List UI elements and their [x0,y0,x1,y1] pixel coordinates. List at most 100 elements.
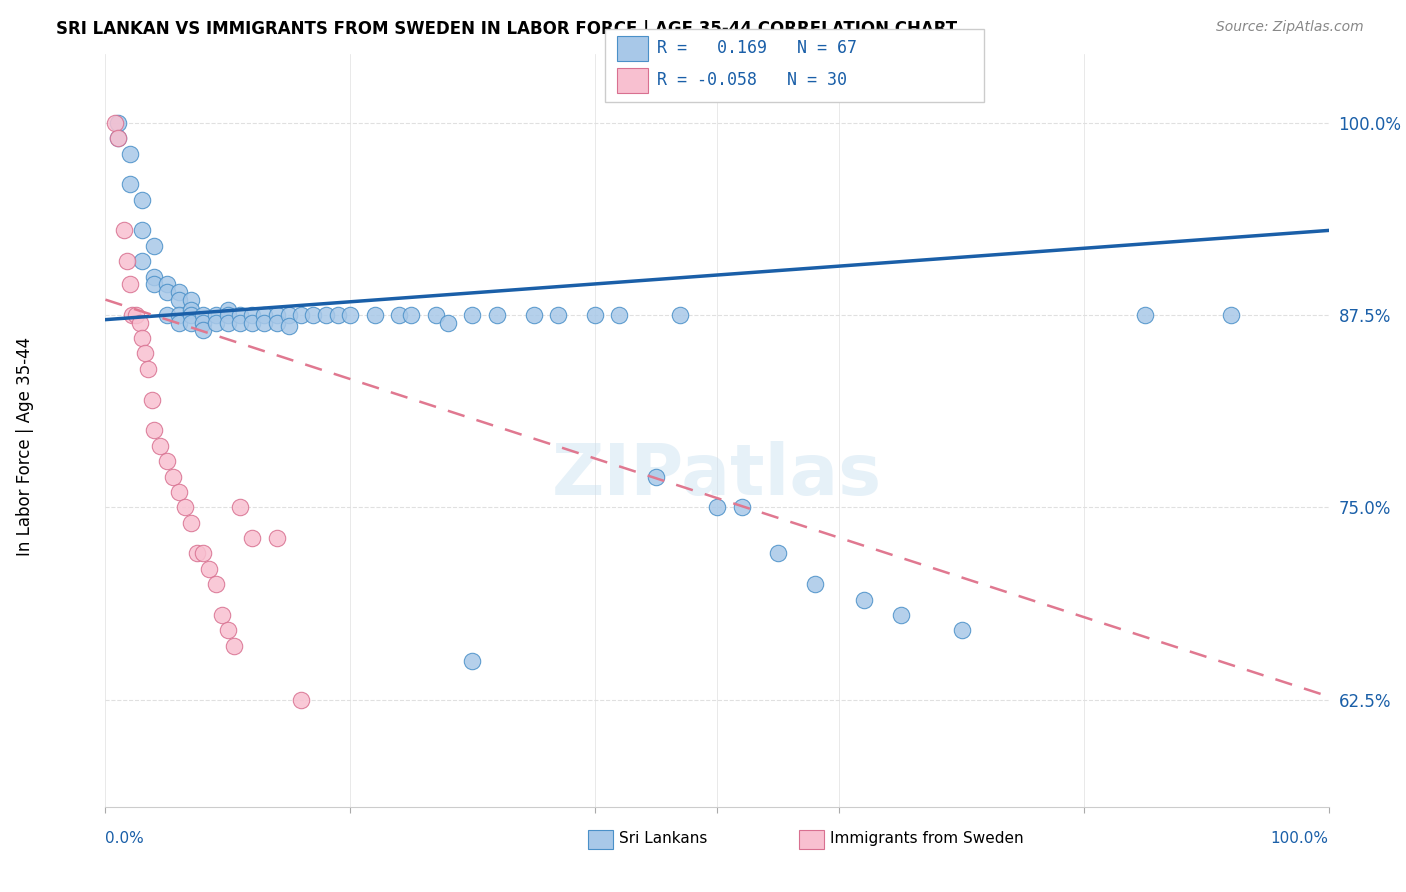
Point [217,316,239,330]
Text: 100.0%: 100.0% [1271,831,1329,846]
Point [141,392,163,407]
Point [278,308,301,322]
Point [583,308,606,322]
Point [889,607,911,622]
Point [180,308,202,322]
Point [204,577,226,591]
Point [326,308,349,322]
Point [399,308,422,322]
Point [118,277,141,292]
Point [143,424,166,438]
Point [240,316,263,330]
Text: In Labor Force | Age 35-44: In Labor Force | Age 35-44 [17,336,34,556]
Point [117,254,139,268]
Point [278,318,301,333]
Point [143,277,166,292]
Point [167,293,190,307]
Point [104,116,127,130]
Point [211,607,233,622]
Point [706,500,728,515]
Point [125,308,148,322]
Point [121,308,143,322]
Point [339,308,361,322]
Point [180,293,202,307]
Point [118,178,141,192]
Point [193,546,215,560]
Point [174,500,197,515]
Text: Immigrants from Sweden: Immigrants from Sweden [830,831,1024,846]
Point [155,454,177,468]
Point [204,308,226,322]
Point [128,316,150,330]
Point [290,308,312,322]
Point [155,277,177,292]
Point [112,223,135,237]
Point [204,316,226,330]
Point [167,484,190,499]
Point [180,303,202,318]
Point [461,654,484,668]
Point [266,316,288,330]
Point [180,316,202,330]
Point [315,308,337,322]
Point [485,308,508,322]
Text: Sri Lankans: Sri Lankans [619,831,707,846]
Point [107,131,129,145]
Point [131,223,153,237]
Point [131,331,153,345]
Point [240,531,263,545]
Point [768,546,790,560]
Point [547,308,569,322]
Point [162,469,184,483]
Text: SRI LANKAN VS IMMIGRANTS FROM SWEDEN IN LABOR FORCE | AGE 35-44 CORRELATION CHAR: SRI LANKAN VS IMMIGRANTS FROM SWEDEN IN … [56,20,957,37]
Point [302,308,325,322]
Point [131,254,153,268]
Point [852,592,875,607]
Point [730,500,752,515]
Point [950,624,973,638]
Point [290,692,312,706]
Text: Source: ZipAtlas.com: Source: ZipAtlas.com [1216,20,1364,34]
Point [180,516,202,530]
Point [167,316,190,330]
Point [198,562,221,576]
Point [143,239,166,253]
Point [186,546,208,560]
Point [266,531,288,545]
Point [217,303,239,318]
Point [155,308,177,322]
Point [437,316,460,330]
Text: R = -0.058   N = 30: R = -0.058 N = 30 [657,71,846,89]
Point [607,308,630,322]
Point [193,308,215,322]
Point [193,323,215,337]
Point [229,500,252,515]
Point [522,308,544,322]
Point [1219,308,1241,322]
Point [425,308,447,322]
Point [222,639,245,653]
Point [669,308,692,322]
Point [1133,308,1156,322]
Point [253,308,276,322]
Point [134,346,156,360]
Point [363,308,385,322]
Point [143,269,166,284]
Point [229,316,252,330]
Text: ZIPatlas: ZIPatlas [553,442,882,510]
Point [229,308,252,322]
Point [155,285,177,299]
Text: R =   0.169   N = 67: R = 0.169 N = 67 [657,39,856,57]
Point [240,308,263,322]
Point [461,308,484,322]
Point [804,577,827,591]
Point [388,308,411,322]
Point [167,285,190,299]
Point [266,308,288,322]
Point [107,131,129,145]
Point [149,439,172,453]
Point [644,469,668,483]
Text: 0.0%: 0.0% [105,831,145,846]
Point [118,146,141,161]
Point [131,193,153,207]
